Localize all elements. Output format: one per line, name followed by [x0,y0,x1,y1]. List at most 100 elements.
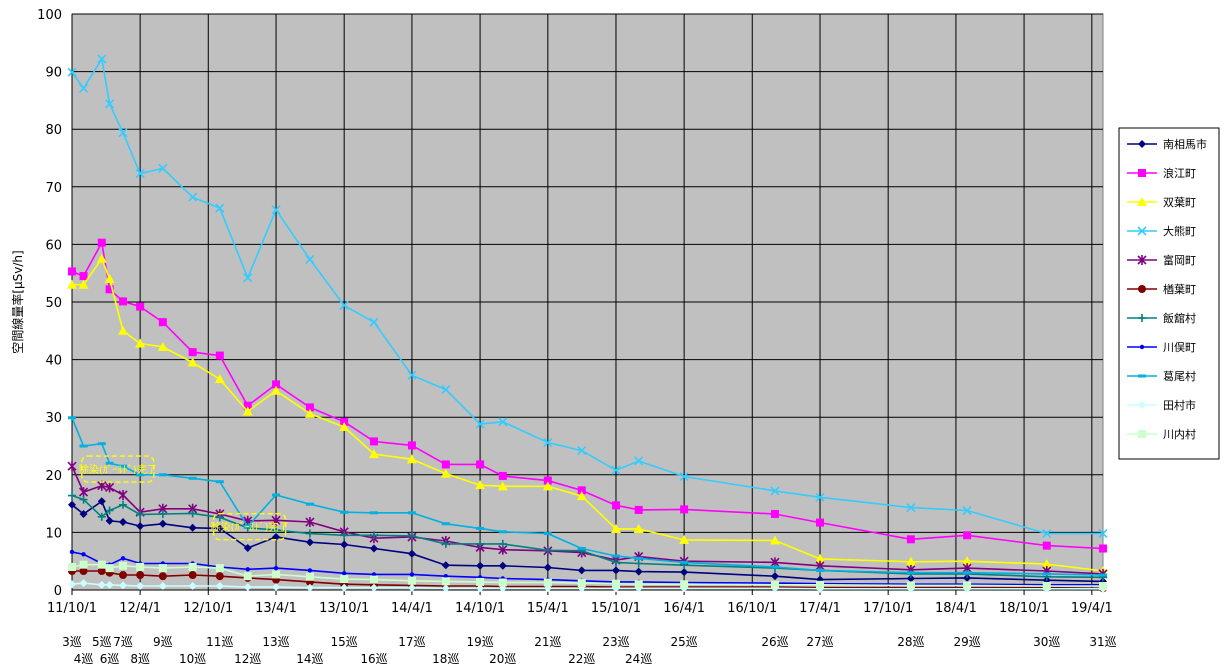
series-11 [68,560,1107,590]
data-point [188,562,197,571]
data-point [243,401,252,410]
data-point [498,578,507,587]
series-layer [67,54,1108,593]
data-point [305,517,315,528]
y-tick-label: 80 [45,123,62,138]
data-point [118,325,129,335]
data-point [369,575,378,584]
data-point [1042,528,1052,539]
data-point [441,584,450,593]
legend-entry: 川内村 [1127,427,1196,441]
data-point [371,572,377,577]
data-point [475,480,486,490]
data-point [1137,226,1147,236]
data-point [634,556,643,560]
round-label: 5巡 [92,635,112,649]
data-point [136,522,145,531]
x-tick-label: 11/10/1 [47,601,97,616]
series-4 [67,54,1108,539]
data-point [136,302,145,311]
data-point [577,486,586,495]
data-point [441,460,450,469]
annotation-box [81,455,155,483]
round-label: 20巡 [489,652,516,666]
data-point [1138,285,1146,293]
data-point [119,581,128,590]
data-point [305,538,314,547]
data-point [272,526,281,535]
data-point [158,564,167,573]
data-point [136,562,145,571]
annotation-text: 除染(ｶﾞｰﾙﾄﾞ)完了 [211,521,289,534]
data-point [963,571,972,575]
data-point [97,566,106,575]
data-point [68,580,76,589]
data-point [407,511,416,515]
data-point [369,437,378,446]
data-point [611,558,620,567]
data-point [339,421,350,431]
data-point [577,446,587,456]
data-point [443,573,449,579]
data-point [215,480,224,484]
data-point [97,238,106,247]
data-point [770,580,779,589]
data-point [906,503,916,513]
data-point [245,567,250,572]
data-point [188,509,197,518]
data-point [476,577,485,586]
data-point [498,539,507,548]
round-label: 17巡 [398,635,425,649]
legend-entry: 川俣町 [1127,340,1196,354]
data-point [543,546,552,555]
round-label: 26巡 [761,635,788,649]
data-point [105,516,114,525]
data-point [97,560,106,569]
round-label: 23巡 [602,635,629,649]
data-point [1137,197,1147,206]
data-point [963,573,972,582]
legend-label: 飯舘村 [1163,311,1196,325]
data-point [1137,255,1147,265]
data-point [215,581,224,590]
data-point [79,509,88,518]
data-point [476,460,485,469]
data-point [305,572,314,581]
data-point [215,203,225,213]
round-label: 15巡 [331,635,358,649]
x-tick-label: 14/10/1 [455,601,505,616]
data-point [214,374,225,384]
data-point [157,341,168,351]
data-point [158,519,167,528]
data-point [441,384,451,395]
plot-area [71,13,1104,591]
data-point [118,489,128,500]
data-point [611,554,620,558]
data-point [1099,581,1107,590]
data-point [1138,374,1146,378]
data-point [119,561,128,570]
data-point [105,285,114,294]
data-point [119,500,128,509]
data-point [441,577,450,586]
data-point [119,297,128,306]
series-9 [68,416,1107,577]
data-point [97,442,106,446]
data-point [305,502,314,506]
data-point [633,523,644,533]
data-point [119,571,128,580]
data-point [441,522,450,526]
data-point [243,572,252,581]
annotation: 除染(ｶﾞｰﾙﾄﾞ)完了 [211,512,289,541]
data-point [1138,430,1146,438]
data-point [136,473,145,477]
round-label: 3巡 [62,635,82,649]
data-point [1041,559,1052,569]
data-point [69,549,75,555]
data-point [441,539,450,548]
data-point [307,568,313,573]
x-tick-label: 12/10/1 [183,601,233,616]
